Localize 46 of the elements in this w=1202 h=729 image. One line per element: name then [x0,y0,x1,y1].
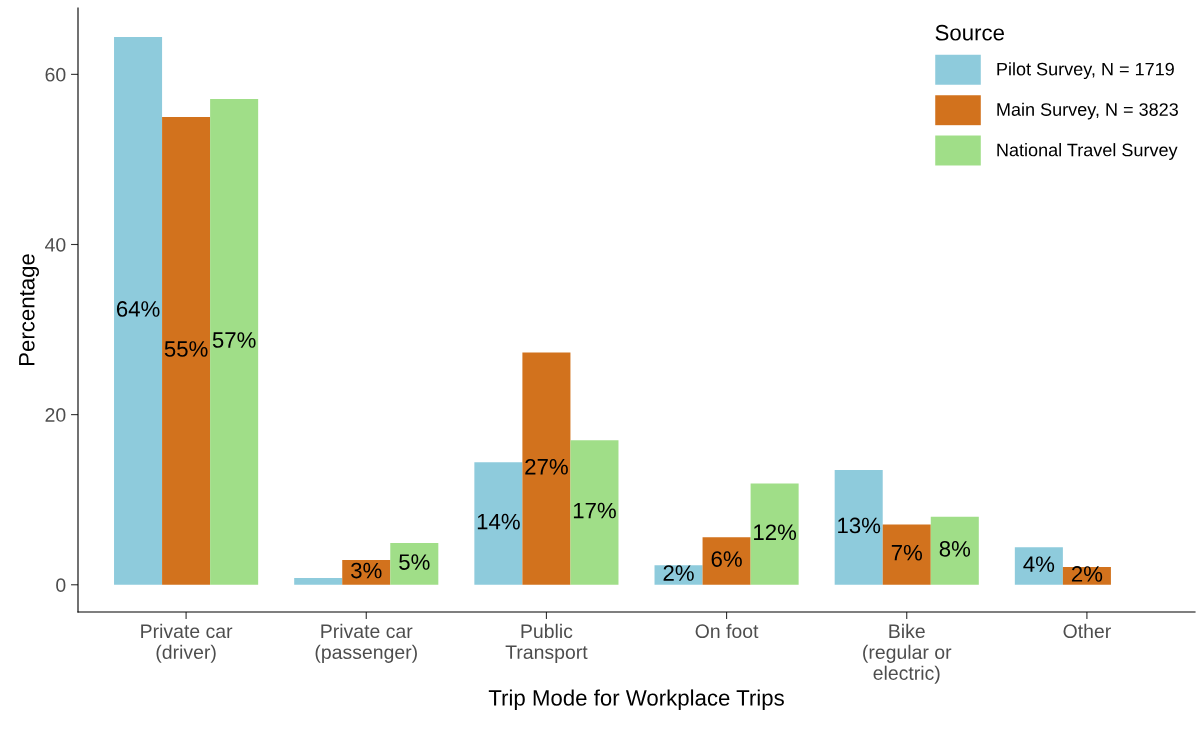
x-tick-label: Public Transport [505,623,588,663]
legend-label: Main Survey, N = 3823 [997,102,1178,120]
legend-label: Pilot Survey, N = 1719 [997,62,1174,80]
bar [702,537,751,585]
data-label: 6% [711,551,742,567]
legend-label: National Travel Survey [997,143,1178,160]
bar [390,543,439,585]
y-tick-label: 20 [45,408,66,422]
y-tick-label: 0 [56,578,66,593]
bar [930,516,979,585]
bar [570,440,619,585]
y-axis-title: Percentage [19,254,40,365]
data-label: 5% [399,554,430,570]
data-label: 8% [939,540,971,557]
data-label: 64% [116,301,160,317]
data-label: 27% [525,458,568,475]
x-tick-label: Private car (driver) [141,623,233,663]
bar [882,524,931,585]
data-label: 17% [573,502,616,519]
legend-title: Source [935,24,1004,41]
bar [114,36,163,585]
bar [1014,547,1063,585]
data-label: 13% [838,517,881,534]
data-label: 7% [891,544,923,561]
bar [474,462,523,585]
y-tick-label: 60 [45,67,66,82]
data-label: 2% [1071,566,1103,582]
x-tick-label: Private car (passenger) [315,623,417,663]
data-label: 3% [351,562,382,579]
data-label: 14% [477,513,520,530]
x-tick-label: On foot [695,623,759,639]
x-tick-label: Bike (regular or electric) [863,623,952,684]
data-label: 12% [754,524,797,541]
data-label: 2% [663,565,694,581]
x-tick-label: Other [1063,623,1111,639]
bar [750,483,799,585]
y-tick-label: 40 [45,237,66,252]
bar [210,99,259,585]
bar [522,352,571,585]
data-label: 55% [164,341,208,357]
data-label: 57% [212,332,256,348]
x-axis-title: Trip Mode for Workplace Trips [488,689,784,711]
bar [294,577,343,585]
data-label: 4% [1023,556,1055,572]
bar [162,116,211,585]
bar [834,469,883,585]
